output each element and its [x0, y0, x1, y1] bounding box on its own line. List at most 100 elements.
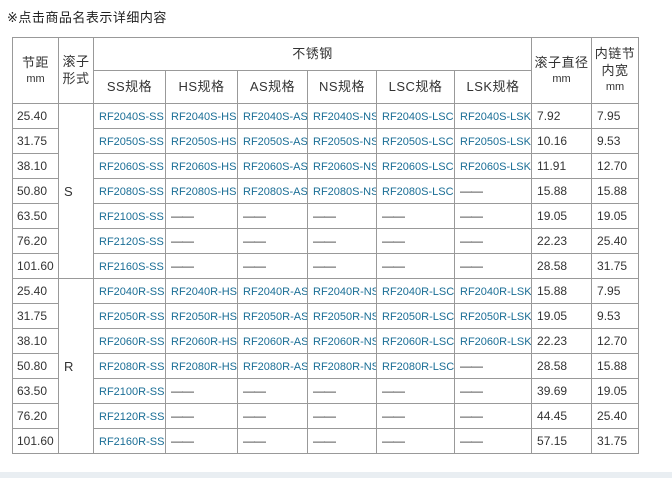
inner-width-cell: 15.88: [591, 178, 640, 204]
table-row: 38.10 RF2060S-SS RF2060S-HS RF2060S-AS RF206…: [12, 153, 640, 179]
empty-dash-cell: ——: [376, 403, 455, 429]
header-spec-ns: NS规格: [307, 70, 377, 104]
empty-dash-cell: ——: [453, 353, 533, 379]
product-link[interactable]: RF2060S-LSC: [382, 161, 454, 173]
product-link[interactable]: RF2080R-HS: [171, 361, 238, 373]
dash: ——: [171, 234, 194, 248]
product-link[interactable]: RF2060R-HS: [171, 336, 238, 348]
model-cell: RF2040R-NS: [307, 278, 377, 304]
product-link[interactable]: RF2080S-HS: [171, 186, 237, 198]
inner-width-cell: 9.53: [591, 128, 640, 154]
model-cell: RF2160R-SS: [93, 428, 166, 454]
product-link[interactable]: RF2040S-LSC: [382, 111, 454, 123]
product-link[interactable]: RF2050S-HS: [171, 136, 237, 148]
model-cell: RF2080R-SS: [93, 353, 166, 379]
empty-dash-cell: ——: [453, 203, 533, 229]
product-link[interactable]: RF2050S-NS: [313, 136, 377, 148]
empty-dash-cell: ——: [165, 378, 238, 404]
product-link[interactable]: RF2080R-NS: [313, 361, 377, 373]
product-link[interactable]: RF2060R-NS: [313, 336, 377, 348]
empty-dash-cell: ——: [453, 428, 533, 454]
empty-dash-cell: ——: [237, 403, 308, 429]
model-cell: RF2050S-AS: [237, 128, 308, 154]
product-link[interactable]: RF2060R-LSC: [382, 336, 455, 348]
product-link[interactable]: RF2040S-AS: [243, 111, 308, 123]
product-link[interactable]: RF2050S-LSK: [460, 136, 531, 148]
product-link[interactable]: RF2040S-SS: [99, 111, 164, 123]
header-spec-as: AS规格: [237, 70, 308, 104]
inner-width-cell: 15.88: [591, 353, 640, 379]
dash: ——: [243, 409, 266, 423]
product-link[interactable]: RF2060R-LSK: [460, 336, 532, 348]
product-link[interactable]: RF2050R-HS: [171, 311, 238, 323]
table-row: 50.80 RF2080R-SS RF2080R-HS RF2080R-AS RF208…: [12, 353, 640, 379]
product-link[interactable]: RF2040R-SS: [99, 286, 165, 298]
product-link[interactable]: RF2060S-NS: [313, 161, 377, 173]
product-link[interactable]: RF2100R-SS: [99, 386, 165, 398]
product-link[interactable]: RF2060S-HS: [171, 161, 237, 173]
table-body: 25.40 S RF2040S-SS RF2040S-HS RF2040S-AS RF20…: [12, 103, 640, 454]
dash: ——: [313, 384, 336, 398]
roller-diameter-cell: 57.15: [531, 428, 593, 454]
product-link[interactable]: RF2120R-SS: [99, 411, 165, 423]
product-link[interactable]: RF2060R-AS: [243, 336, 308, 348]
page-note: ※点击商品名表示详细内容: [7, 10, 167, 25]
roller-diameter-cell: 15.88: [531, 178, 593, 204]
product-link[interactable]: RF2050R-LSK: [460, 311, 532, 323]
product-link[interactable]: RF2080S-AS: [243, 186, 308, 198]
empty-dash-cell: ——: [453, 228, 533, 254]
product-link[interactable]: RF2060S-SS: [99, 161, 164, 173]
model-cell: RF2050S-NS: [307, 128, 377, 154]
product-link[interactable]: RF2050S-SS: [99, 136, 164, 148]
model-cell: RF2060S-LSC: [376, 153, 455, 179]
model-cell: RF2080S-NS: [307, 178, 377, 204]
product-link[interactable]: RF2080R-LSC: [382, 361, 455, 373]
model-cell: RF2050R-NS: [307, 303, 377, 329]
dash: ——: [382, 434, 405, 448]
product-link[interactable]: RF2040R-AS: [243, 286, 308, 298]
product-link[interactable]: RF2040R-LSC: [382, 286, 455, 298]
header-roller-form: 滚子形式: [58, 37, 94, 104]
product-link[interactable]: RF2040S-LSK: [460, 111, 531, 123]
product-link[interactable]: RF2050S-AS: [243, 136, 308, 148]
model-cell: RF2050S-LSC: [376, 128, 455, 154]
empty-dash-cell: ——: [237, 428, 308, 454]
product-link[interactable]: RF2100S-SS: [99, 211, 164, 223]
product-link[interactable]: RF2040S-NS: [313, 111, 377, 123]
product-link[interactable]: RF2050R-NS: [313, 311, 377, 323]
roller-diameter-cell: 15.88: [531, 278, 593, 304]
product-link[interactable]: RF2060R-SS: [99, 336, 165, 348]
product-link[interactable]: RF2060S-LSK: [460, 161, 531, 173]
product-link[interactable]: RF2080R-AS: [243, 361, 308, 373]
pitch-cell: 50.80: [12, 178, 59, 204]
product-link[interactable]: RF2040R-NS: [313, 286, 377, 298]
product-link[interactable]: RF2050R-AS: [243, 311, 308, 323]
dash: ——: [460, 384, 483, 398]
dash: ——: [382, 384, 405, 398]
empty-dash-cell: ——: [376, 428, 455, 454]
inner-width-cell: 19.05: [591, 203, 640, 229]
model-cell: RF2060S-SS: [93, 153, 166, 179]
roller-diameter-cell: 10.16: [531, 128, 593, 154]
product-link[interactable]: RF2050R-SS: [99, 311, 165, 323]
product-link[interactable]: RF2160R-SS: [99, 436, 165, 448]
product-link[interactable]: RF2080S-SS: [99, 186, 164, 198]
model-cell: RF2100S-SS: [93, 203, 166, 229]
product-link[interactable]: RF2040S-HS: [171, 111, 237, 123]
model-cell: RF2050S-HS: [165, 128, 238, 154]
product-link[interactable]: RF2050S-LSC: [382, 136, 454, 148]
product-link[interactable]: RF2080R-SS: [99, 361, 165, 373]
product-link[interactable]: RF2080S-LSC: [382, 186, 454, 198]
product-link[interactable]: RF2120S-SS: [99, 236, 164, 248]
product-link[interactable]: RF2060S-AS: [243, 161, 308, 173]
pitch-cell: 63.50: [12, 203, 59, 229]
table-row: 101.60 RF2160S-SS —— —— —— —— —— 28.58 31.75: [12, 253, 640, 279]
roller-diameter-cell: 11.91: [531, 153, 593, 179]
product-link[interactable]: RF2040R-LSK: [460, 286, 532, 298]
product-link[interactable]: RF2040R-HS: [171, 286, 238, 298]
product-link[interactable]: RF2080S-NS: [313, 186, 377, 198]
product-link[interactable]: RF2050R-LSC: [382, 311, 455, 323]
dash: ——: [313, 234, 336, 248]
table-row: 31.75 RF2050S-SS RF2050S-HS RF2050S-AS RF205…: [12, 128, 640, 154]
product-link[interactable]: RF2160S-SS: [99, 261, 164, 273]
